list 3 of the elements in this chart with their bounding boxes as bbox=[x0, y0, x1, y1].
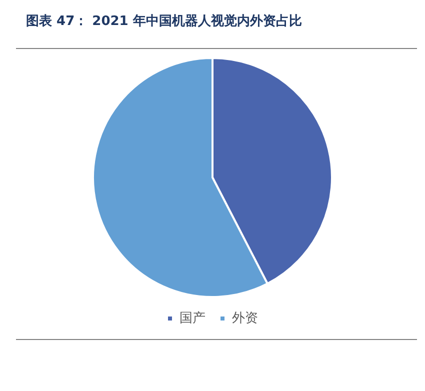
legend-label: 外资 bbox=[232, 310, 258, 326]
legend-label: 国产 bbox=[180, 310, 206, 326]
chart-title: 图表 47： 2021 年中国机器人视觉内外资占比 bbox=[25, 13, 303, 31]
